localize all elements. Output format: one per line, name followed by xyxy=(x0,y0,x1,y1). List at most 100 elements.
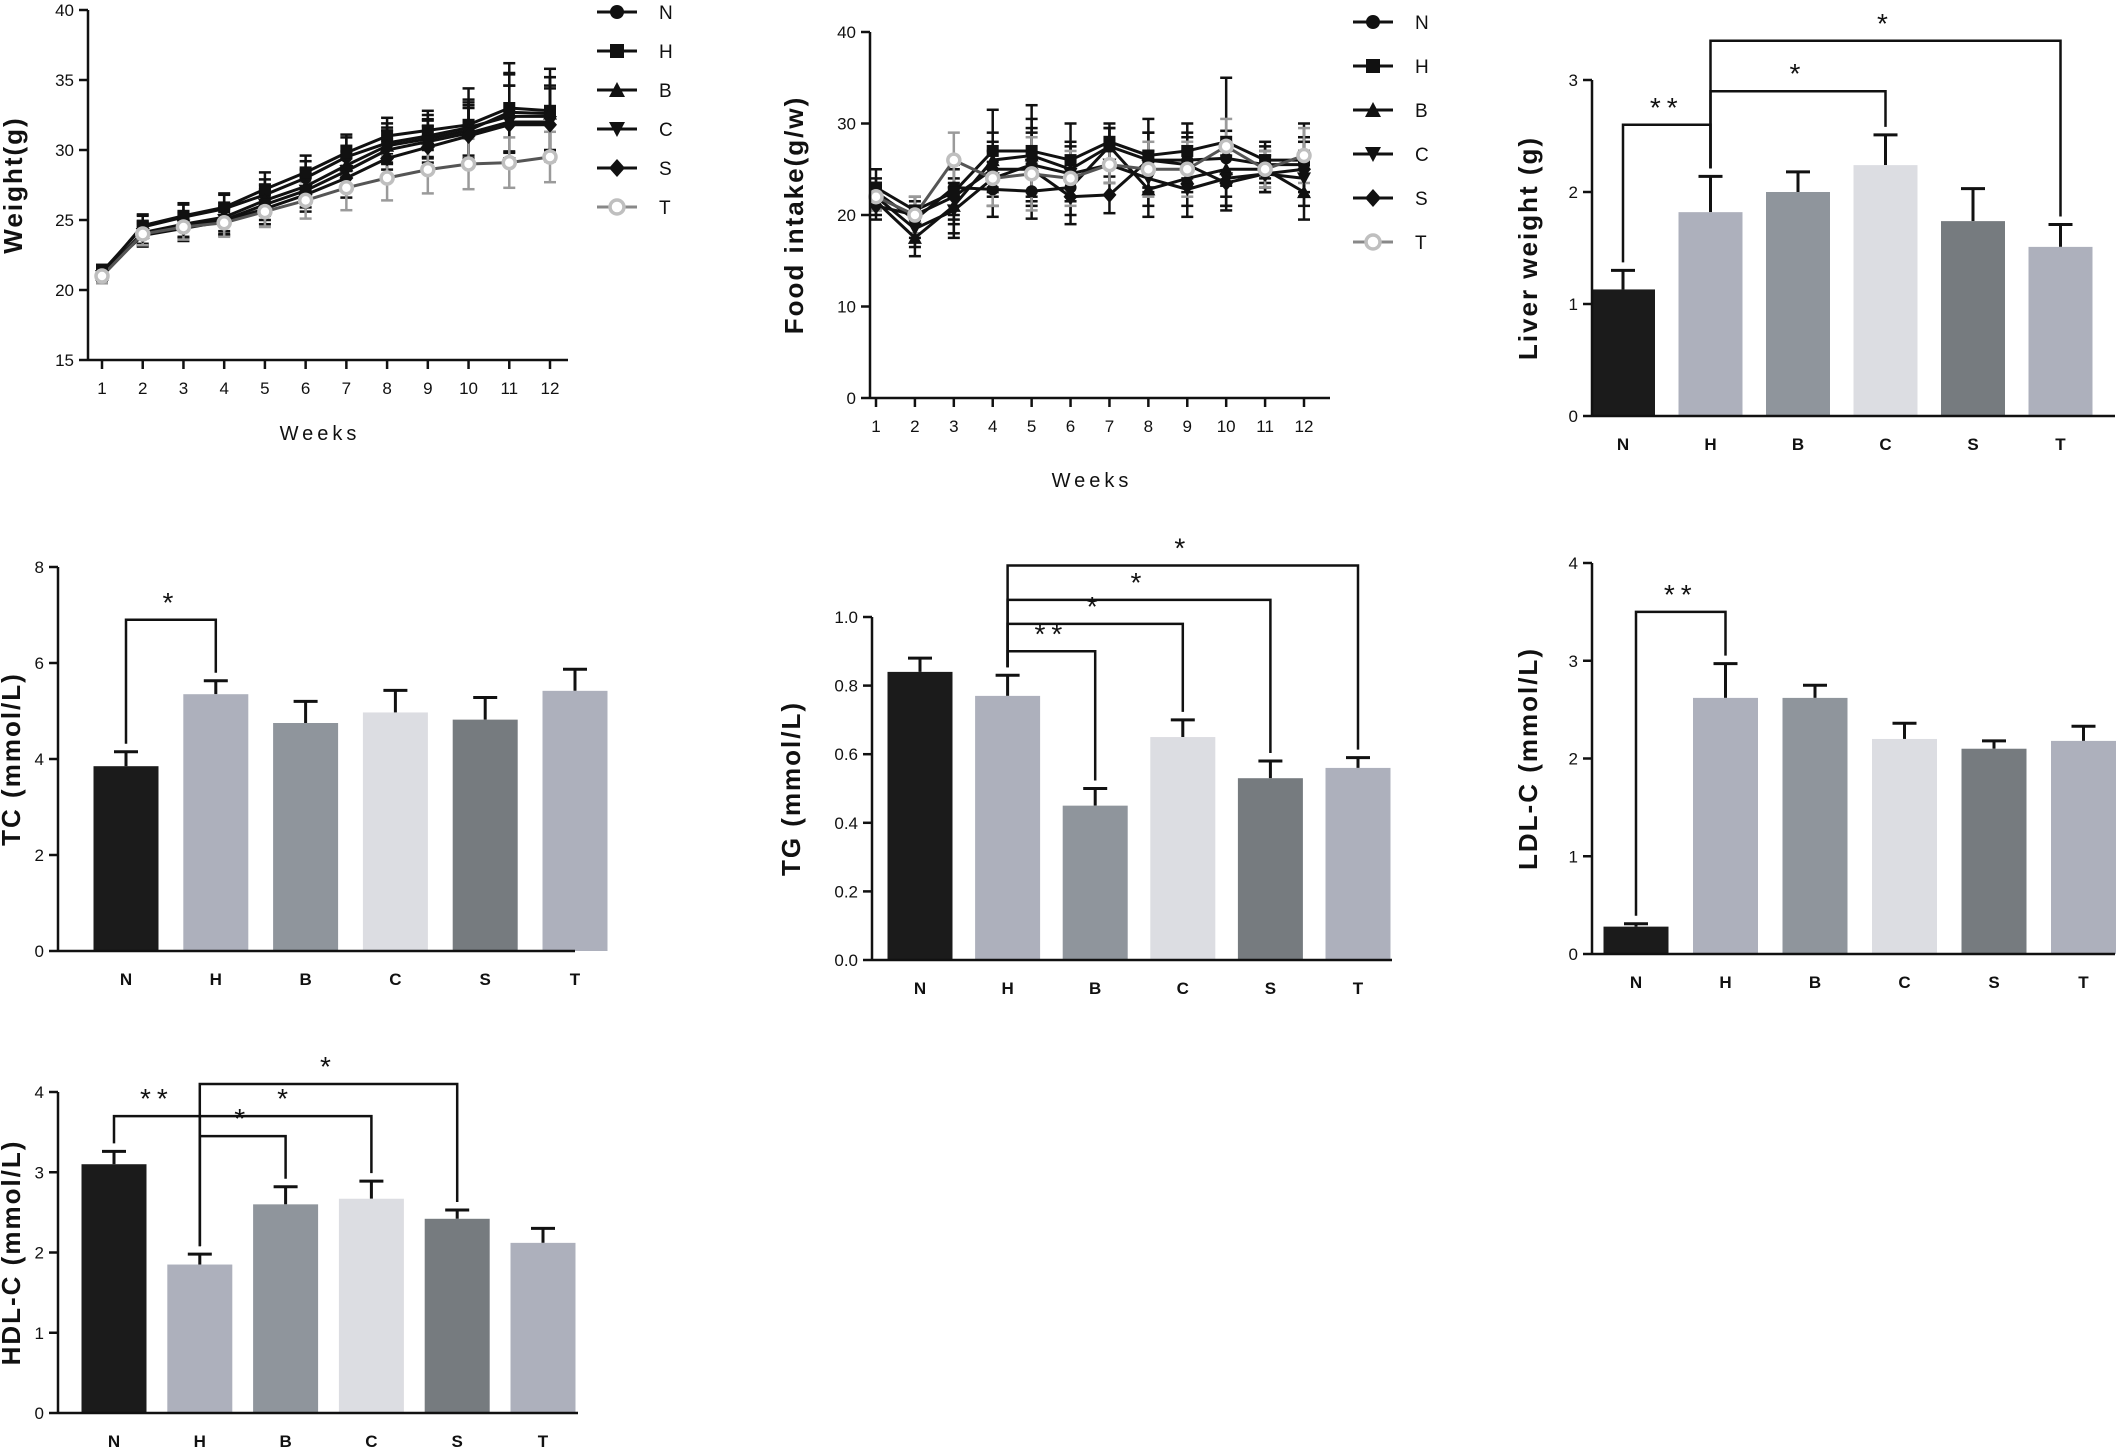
y-tick-label: 40 xyxy=(55,1,74,20)
significance-label: * xyxy=(1131,567,1148,598)
marker-triangle-down xyxy=(1365,147,1381,162)
marker-triangle-down xyxy=(1180,183,1195,197)
marker-triangle xyxy=(1219,162,1234,176)
marker-diamond xyxy=(1063,188,1078,205)
marker-triangle xyxy=(985,153,1000,167)
significance-bracket xyxy=(1709,39,2062,217)
y-tick-label: 3 xyxy=(1569,652,1578,671)
legend-label: S xyxy=(659,159,672,180)
marker-open-circle xyxy=(94,268,110,284)
marker-open-circle xyxy=(1023,166,1040,182)
series-line-C xyxy=(875,163,1305,231)
significance-bracket xyxy=(198,1082,459,1247)
marker-square xyxy=(258,183,271,196)
x-tick-label: 10 xyxy=(1217,417,1236,436)
y-tick-label: 4 xyxy=(1569,554,1578,573)
legend-label: C xyxy=(659,120,673,141)
x-tick-label: N xyxy=(1617,435,1629,454)
x-tick-label: 1 xyxy=(97,379,106,398)
y-axis-label: TC (mmol/L) xyxy=(0,672,26,846)
marker-circle xyxy=(1220,152,1233,165)
bar-B xyxy=(1782,697,1848,954)
x-tick-label: 5 xyxy=(1027,417,1036,436)
y-tick-label: 1 xyxy=(1569,847,1578,866)
x-tick-label: 3 xyxy=(949,417,958,436)
bar-S xyxy=(1237,778,1303,960)
x-tick-label: 11 xyxy=(500,379,518,398)
marker-diamond xyxy=(380,150,395,167)
significance-label: * xyxy=(1877,8,1894,39)
significance-bracket xyxy=(1709,89,1887,169)
marker-open-circle xyxy=(338,180,355,196)
x-axis-label: Weeks xyxy=(1052,470,1133,492)
marker-open-circle xyxy=(134,226,151,242)
marker-open-circle xyxy=(984,170,1001,187)
marker-diamond xyxy=(461,128,476,144)
y-tick-label: 0 xyxy=(1569,407,1578,426)
y-tick-label: 30 xyxy=(837,115,856,134)
marker-open-circle xyxy=(460,156,477,172)
x-tick-label: N xyxy=(108,1432,120,1451)
marker-open-circle xyxy=(608,198,626,216)
bar-C xyxy=(1150,737,1216,960)
y-tick-label: 25 xyxy=(55,211,74,230)
marker-open-circle xyxy=(1364,233,1382,251)
marker-square xyxy=(381,130,394,142)
marker-triangle xyxy=(1024,148,1039,162)
marker-triangle xyxy=(609,82,625,97)
tc-chart: N H B C S T 0 2 4 6 8 TC (mmol/L) * xyxy=(0,558,608,989)
x-tick-label: T xyxy=(570,970,581,989)
series-line-S xyxy=(100,123,550,275)
marker-open-circle xyxy=(501,154,518,171)
marker-square xyxy=(1181,144,1194,157)
bar-C xyxy=(1872,738,1937,954)
marker-square xyxy=(610,44,624,58)
bar-H xyxy=(183,694,249,951)
bar-B xyxy=(253,1204,319,1413)
legend-label: T xyxy=(1415,233,1427,254)
marker-open-circle xyxy=(1101,156,1118,173)
x-tick-label: 7 xyxy=(1105,417,1114,436)
marker-circle xyxy=(1025,185,1038,198)
x-tick-label: 5 xyxy=(260,379,269,398)
x-tick-label: S xyxy=(480,970,491,989)
x-tick-label: H xyxy=(1001,979,1013,998)
significance-bracket xyxy=(1634,610,1727,916)
x-tick-label: B xyxy=(299,970,311,989)
bar-S xyxy=(452,719,518,951)
y-tick-label: 0.8 xyxy=(834,677,858,696)
y-tick-label: 0.6 xyxy=(834,745,858,764)
significance-label: ** xyxy=(1650,92,1684,123)
marker-square xyxy=(340,146,353,159)
x-tick-label: N xyxy=(914,979,926,998)
y-tick-label: 0.4 xyxy=(834,814,858,833)
marker-open-circle xyxy=(946,152,962,168)
bar-N xyxy=(93,766,159,951)
marker-open-circle xyxy=(542,149,558,165)
tg-chart: N H B C S T0.00.20.40.60.81.0TG (mmol/L)***** xyxy=(776,533,1392,998)
x-tick-label: 6 xyxy=(301,379,310,398)
bar-N xyxy=(81,1164,147,1413)
y-tick-label: 2 xyxy=(35,846,44,865)
marker-diamond xyxy=(609,159,625,177)
y-axis-label: TG (mmol/L) xyxy=(776,701,806,876)
ldl-c-chart: N H B C S T 0 1 2 3 4 LDL-C (mmol/L) ** xyxy=(1513,554,2116,992)
marker-open-circle xyxy=(868,188,884,205)
y-axis-label: LDL-C (mmol/L) xyxy=(1513,647,1543,870)
marker-circle xyxy=(610,5,624,19)
y-tick-label: 6 xyxy=(35,654,44,673)
y-tick-label: 1 xyxy=(35,1324,44,1343)
y-tick-label: 2 xyxy=(1569,750,1578,769)
marker-triangle xyxy=(502,105,517,119)
y-tick-label: 2 xyxy=(1569,183,1578,202)
x-tick-label: H xyxy=(1719,973,1731,992)
y-tick-label: 1.0 xyxy=(834,608,858,627)
series-line-N xyxy=(875,144,1304,222)
marker-triangle-down xyxy=(907,222,922,236)
y-tick-label: 0 xyxy=(847,389,856,408)
y-tick-label: 10 xyxy=(837,298,856,317)
marker-open-circle xyxy=(175,219,192,235)
x-tick-label: 6 xyxy=(1066,417,1075,436)
x-tick-label: 1 xyxy=(871,417,880,436)
